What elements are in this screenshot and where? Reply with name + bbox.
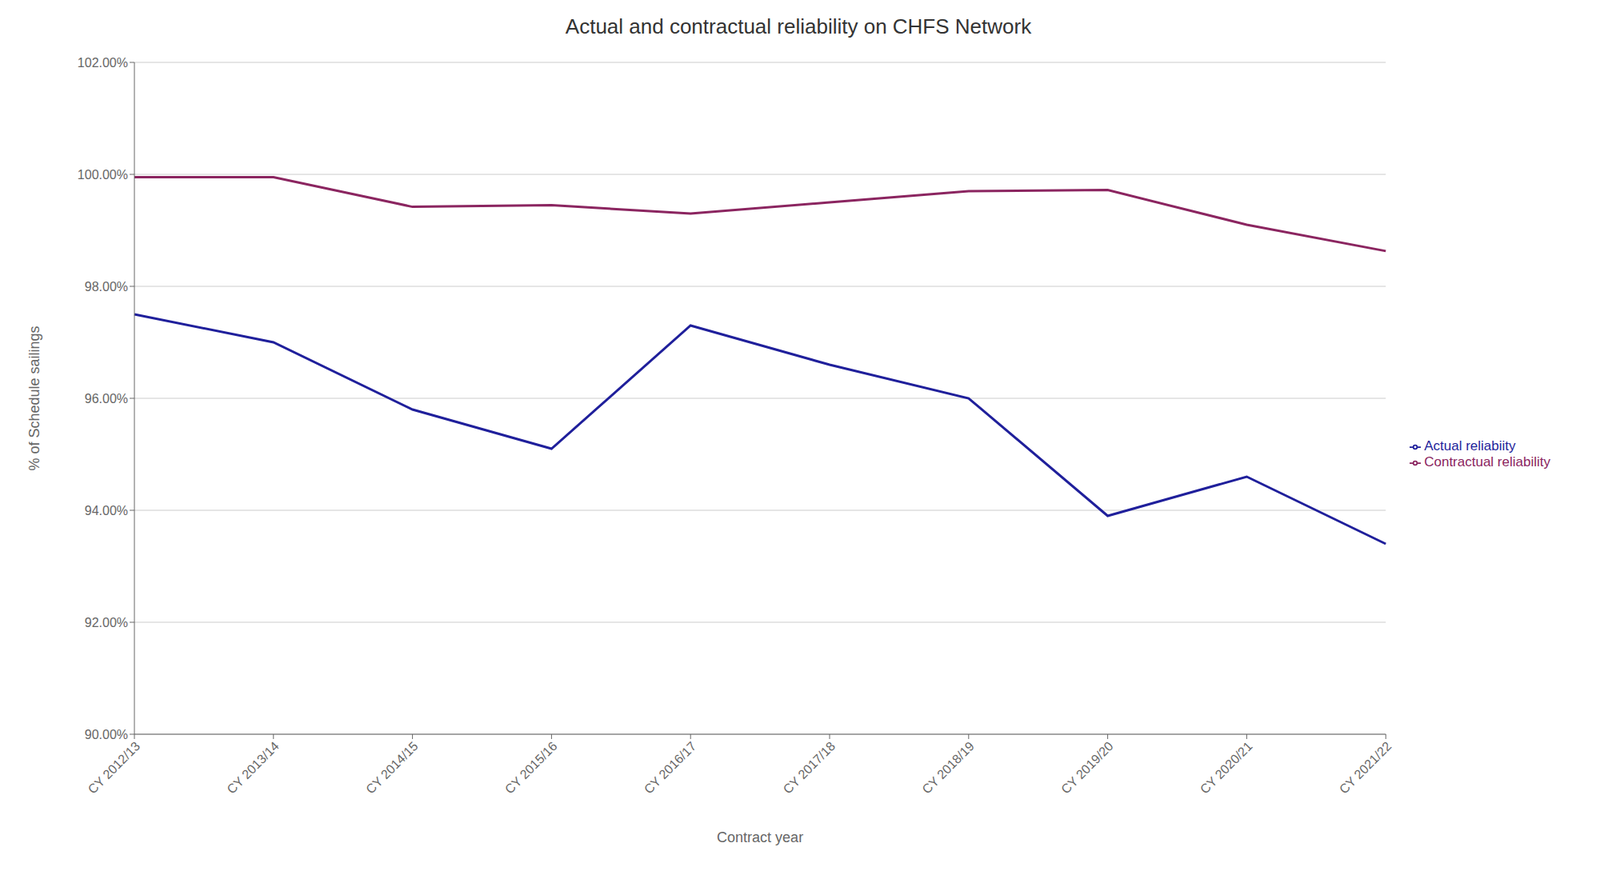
svg-text:100.00%: 100.00% bbox=[77, 168, 128, 182]
svg-text:CY 2016/17: CY 2016/17 bbox=[641, 739, 700, 797]
svg-text:CY 2012/13: CY 2012/13 bbox=[85, 739, 144, 797]
svg-text:CY 2018/19: CY 2018/19 bbox=[919, 739, 977, 797]
svg-text:98.00%: 98.00% bbox=[84, 280, 128, 294]
svg-text:Contract year: Contract year bbox=[716, 829, 804, 846]
svg-text:CY 2015/16: CY 2015/16 bbox=[502, 739, 560, 797]
svg-text:92.00%: 92.00% bbox=[84, 616, 128, 630]
svg-text:CY 2017/18: CY 2017/18 bbox=[780, 739, 839, 797]
svg-text:102.00%: 102.00% bbox=[77, 56, 128, 70]
html-text:Actual reliabiity: Actual reliabiity bbox=[1424, 438, 1516, 454]
svg-text:% of Schedule sailings: % of Schedule sailings bbox=[26, 325, 43, 471]
html-text:Actual and contractual reliabi: Actual and contractual reliability on CH… bbox=[565, 14, 1032, 39]
svg-text:96.00%: 96.00% bbox=[84, 392, 128, 406]
html-text:Contractual reliability: Contractual reliability bbox=[1424, 454, 1551, 470]
svg-text:CY 2013/14: CY 2013/14 bbox=[224, 739, 282, 797]
svg-text:CY 2021/22: CY 2021/22 bbox=[1336, 739, 1395, 797]
svg-text:CY 2014/15: CY 2014/15 bbox=[363, 739, 421, 797]
svg-text:90.00%: 90.00% bbox=[84, 728, 128, 742]
svg-text:CY 2020/21: CY 2020/21 bbox=[1197, 739, 1256, 797]
svg-text:94.00%: 94.00% bbox=[84, 504, 128, 518]
svg-text:CY 2019/20: CY 2019/20 bbox=[1058, 739, 1116, 797]
